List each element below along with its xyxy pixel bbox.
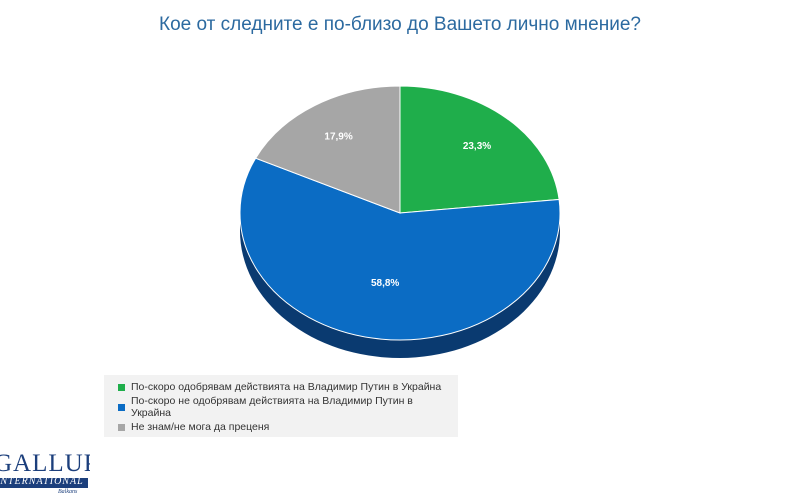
- legend-item-dont-know: Не знам/не мога да преценя: [110, 417, 452, 437]
- chart-legend: По-скоро одобрявам действията на Владими…: [104, 375, 458, 437]
- logo-region-text: Balkans: [58, 489, 78, 495]
- pie-slice-disapprove: [239, 157, 561, 341]
- pie-slice-approve: [399, 85, 560, 214]
- logo-sub-text: INTERNATIONAL: [0, 476, 84, 487]
- pie-label-dont-know: 17,9%: [324, 132, 352, 143]
- legend-label-dont-know: Не знам/не мога да преценя: [131, 421, 270, 433]
- legend-item-disapprove: По-скоро не одобрявам действията на Влад…: [110, 395, 452, 419]
- pie-label-disapprove: 58,8%: [371, 278, 399, 289]
- legend-swatch-dont-know: [118, 423, 125, 431]
- gallup-logo: GALLUP INTERNATIONAL Balkans: [0, 452, 90, 496]
- logo-main-text: GALLUP: [0, 452, 90, 477]
- chart-title: Кое от следните е по-близо до Вашето лич…: [159, 14, 641, 35]
- pie-label-approve: 23,3%: [463, 141, 491, 152]
- pie-slice-dont-know: [254, 85, 401, 214]
- legend-swatch-approve: [118, 383, 125, 391]
- logo-band: [0, 478, 88, 488]
- legend-label-disapprove: По-скоро не одобрявам действията на Влад…: [131, 395, 413, 419]
- legend-swatch-disapprove: [118, 403, 125, 411]
- legend-label-approve: По-скоро одобрявам действията на Владими…: [131, 381, 442, 393]
- legend-item-approve: По-скоро одобрявам действията на Владими…: [110, 377, 452, 397]
